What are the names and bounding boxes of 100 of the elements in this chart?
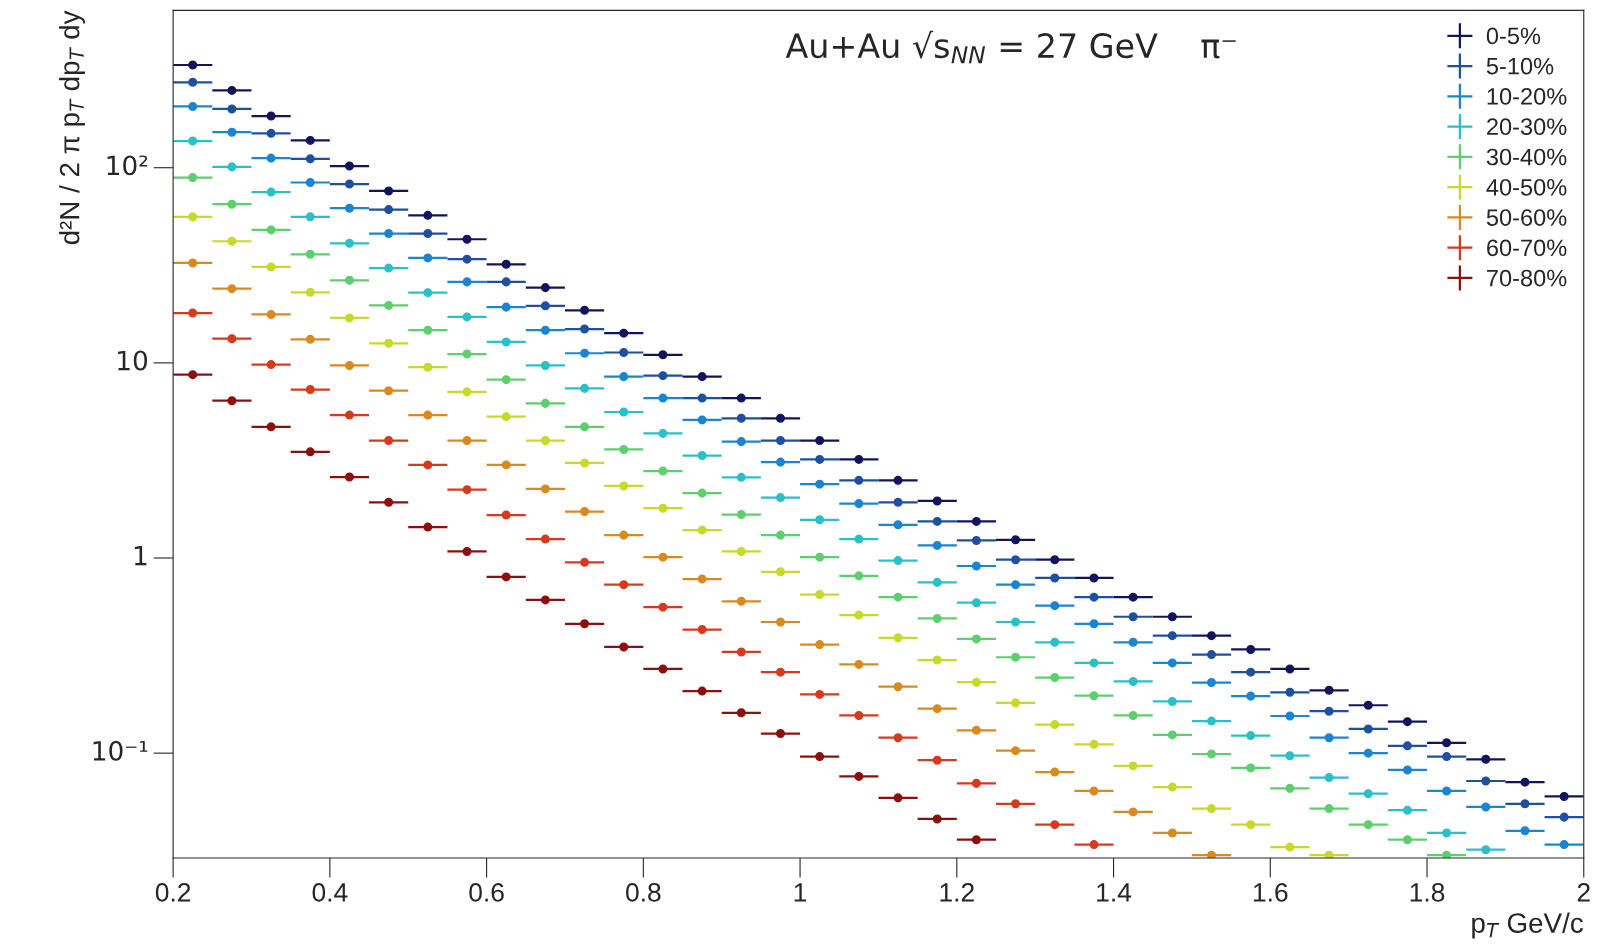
- point: [1402, 741, 1412, 751]
- point: [1167, 612, 1177, 622]
- point: [1206, 716, 1217, 726]
- point: [697, 393, 707, 403]
- point: [305, 287, 315, 297]
- point: [501, 259, 511, 269]
- point: [266, 128, 276, 138]
- legend-label: 30-40%: [1486, 148, 1567, 166]
- point: [540, 484, 550, 494]
- point: [188, 308, 198, 318]
- point: [971, 598, 981, 608]
- point: [1246, 763, 1256, 773]
- x-tick-label: 1: [794, 883, 807, 902]
- point: [1285, 687, 1295, 697]
- point: [932, 655, 942, 665]
- point: [1011, 617, 1021, 627]
- point: [1089, 573, 1099, 583]
- point: [344, 313, 354, 323]
- point: [1167, 631, 1177, 641]
- point: [580, 383, 590, 393]
- point: [540, 534, 550, 544]
- point: [344, 238, 354, 248]
- point: [1324, 773, 1334, 783]
- point: [1442, 828, 1452, 838]
- point: [1050, 820, 1060, 830]
- point: [1089, 658, 1099, 668]
- point: [1442, 786, 1452, 796]
- point: [697, 415, 707, 425]
- point: [384, 497, 394, 507]
- x-axis-title: p$_{T}$ GeV/c: [1472, 912, 1583, 939]
- point: [384, 263, 394, 273]
- point: [344, 203, 354, 213]
- point: [775, 493, 785, 503]
- point: [1402, 765, 1412, 775]
- point: [462, 436, 472, 446]
- point: [1206, 749, 1217, 759]
- legend-label: 60-70%: [1487, 239, 1567, 257]
- point: [266, 153, 276, 163]
- point: [1089, 592, 1099, 602]
- point: [344, 179, 354, 189]
- point: [266, 422, 276, 432]
- legend-label: 0-5%: [1486, 27, 1541, 45]
- point: [1442, 752, 1452, 762]
- point: [227, 236, 237, 246]
- point: [188, 77, 198, 87]
- x-tick-label: 0.8: [626, 883, 661, 902]
- x-tick-label: 0.4: [312, 883, 348, 902]
- point: [815, 689, 825, 699]
- point: [1050, 601, 1060, 611]
- point: [1089, 739, 1099, 749]
- point: [854, 610, 864, 620]
- point: [619, 372, 629, 382]
- point: [305, 154, 315, 164]
- point: [815, 479, 825, 489]
- point: [619, 407, 629, 417]
- point: [540, 283, 550, 293]
- point: [384, 386, 394, 396]
- point: [697, 372, 707, 382]
- point: [697, 525, 707, 535]
- point: [658, 552, 668, 562]
- point: [462, 277, 472, 287]
- point: [775, 667, 785, 677]
- point: [697, 625, 707, 635]
- point: [658, 466, 668, 476]
- point: [1324, 706, 1334, 716]
- point: [344, 275, 354, 285]
- point: [775, 617, 785, 627]
- point: [1050, 573, 1060, 583]
- point: [697, 574, 707, 584]
- point: [188, 173, 198, 183]
- point: [188, 136, 198, 146]
- point: [462, 254, 472, 264]
- point: [580, 458, 590, 468]
- point: [501, 277, 511, 287]
- point: [815, 436, 825, 446]
- point: [619, 328, 629, 338]
- legend-label: 20-30%: [1487, 118, 1567, 136]
- point: [775, 413, 785, 423]
- point: [775, 457, 785, 467]
- point: [1011, 746, 1021, 756]
- point: [501, 460, 511, 470]
- point: [501, 337, 511, 347]
- point: [1206, 804, 1217, 814]
- point: [736, 708, 746, 718]
- point: [227, 162, 237, 172]
- point: [580, 507, 590, 517]
- point: [423, 229, 433, 239]
- point: [501, 510, 511, 520]
- point: [384, 436, 394, 446]
- point: [462, 234, 472, 244]
- point: [658, 428, 668, 438]
- point: [893, 793, 903, 803]
- point: [1206, 650, 1217, 660]
- point: [971, 535, 981, 545]
- point: [384, 205, 394, 215]
- x-tick-label: 2: [1577, 883, 1590, 902]
- legend-label: 70-80%: [1487, 269, 1567, 287]
- point: [1206, 631, 1217, 641]
- point: [932, 516, 942, 526]
- point: [266, 111, 276, 121]
